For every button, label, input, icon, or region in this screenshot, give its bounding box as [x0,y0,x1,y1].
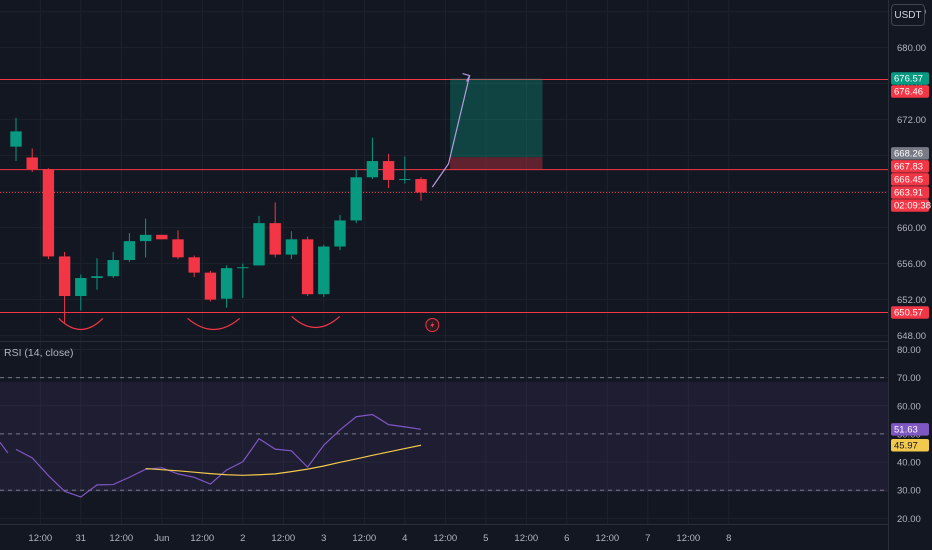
time-tick-label: 12:00 [676,533,700,544]
price-badge-label: 676.46 [894,87,923,98]
price-badge-label: 663.91 [894,188,923,199]
grid [0,0,888,524]
rsi-tick-label: 80.00 [897,345,921,356]
candle-body [26,157,38,170]
time-tick-label: 3 [321,533,326,544]
time-tick-label: 12:00 [271,533,295,544]
price-tick-label: 660.00 [897,223,926,234]
time-tick-label: 12:00 [595,533,619,544]
rsi-tick-label: 30.00 [897,486,921,497]
flash-bolt [430,321,435,329]
position-target-zone[interactable] [450,78,543,158]
time-tick-label: 4 [402,533,407,544]
rsi-pane [0,377,888,498]
candle-body [156,234,168,240]
candle-body [58,256,71,297]
price-badge-label: 668.26 [894,148,923,159]
candle-body [301,239,314,295]
time-axis[interactable]: 12:00 31 12:00 Jun 12:00 2 12:00 3 12:00 4 12:00 5 1… [28,533,731,544]
rsi-line-lead [0,441,9,454]
candle-body [75,278,87,297]
projection-arrow[interactable] [431,75,471,188]
candle-body [334,220,346,247]
candle-body [415,179,427,193]
candle-body [366,161,379,178]
arrow-head [462,73,471,82]
rsi-tick-label: 20.00 [897,514,921,525]
price-tick-label: 656.00 [897,259,926,270]
candle-body [107,260,119,277]
price-badge-label: 45.97 [894,440,918,451]
candle-body [382,161,395,180]
time-tick-label: 12:00 [190,533,214,544]
time-tick-label: 2 [240,533,245,544]
time-tick-label: 12:00 [352,533,376,544]
price-badge [891,306,929,319]
price-tick-label: 652.00 [897,295,926,306]
price-badge [891,72,929,85]
rsi-tick-label: 60.00 [897,401,921,412]
price-badge-label: 666.45 [894,174,923,185]
rsi-tick-label: 70.00 [897,373,921,384]
time-tick-label: 12:00 [109,533,133,544]
pattern-arc[interactable] [187,318,241,331]
time-tick-label: 6 [564,533,569,544]
candle-body [220,268,233,299]
price-badge-label: 676.57 [894,74,923,85]
candle-body [399,179,411,181]
candle-body [42,169,55,257]
time-tick-label: 12:00 [433,533,457,544]
price-badge [891,147,929,160]
time-tick-label: 31 [76,533,87,544]
candle-body [350,177,362,221]
price-badges: 676.57 676.46 668.26 667.83 666.45 663.91 02:0… [891,72,931,452]
price-badge [891,160,929,173]
price-badge [891,199,929,212]
currency-button[interactable]: USDT [891,4,925,26]
horizontal-levels[interactable] [0,79,888,313]
pattern-arc[interactable] [291,316,341,329]
drawing-annotations[interactable] [58,73,471,332]
candle-body [318,246,330,295]
candle-body [188,257,200,273]
price-badge-label: 02:09:38 [894,201,931,212]
candle-body [172,239,184,258]
price-badge-label: 51.63 [894,424,918,435]
time-tick-label: 8 [726,533,731,544]
time-tick-label: 12:00 [28,533,52,544]
candles [10,117,427,324]
price-badge-label: 650.57 [894,308,923,319]
candle-body [123,241,136,261]
candle-body [237,267,249,269]
candle-body [10,131,22,147]
time-tick-label: Jun [154,533,169,544]
candle-body [253,223,265,266]
pattern-arc[interactable] [58,318,104,331]
candle-body [269,223,281,255]
price-badge [891,423,929,436]
long-position-tool[interactable] [450,78,543,170]
candle-body [285,239,298,255]
price-badge [891,186,929,199]
rsi-ma-line [145,444,422,476]
price-tick-label: 648.00 [897,331,926,342]
position-stop-zone[interactable] [450,157,543,170]
candle-body [91,276,103,279]
price-badge [891,439,929,452]
rsi-line [15,413,422,498]
time-tick-label: 5 [483,533,488,544]
price-badge [891,85,929,98]
rsi-tick-label: 40.00 [897,458,921,469]
price-tick-label: 672.00 [897,115,926,126]
time-tick-label: 7 [645,533,650,544]
rsi-title: RSI (14, close) [4,347,73,359]
price-badge-label: 667.83 [894,161,923,172]
rsi-band-background [0,382,888,492]
price-tick-label: 680.00 [897,43,926,54]
price-badge [891,173,929,186]
candle-body [139,234,152,242]
time-tick-label: 12:00 [514,533,538,544]
candle-body [204,272,217,300]
